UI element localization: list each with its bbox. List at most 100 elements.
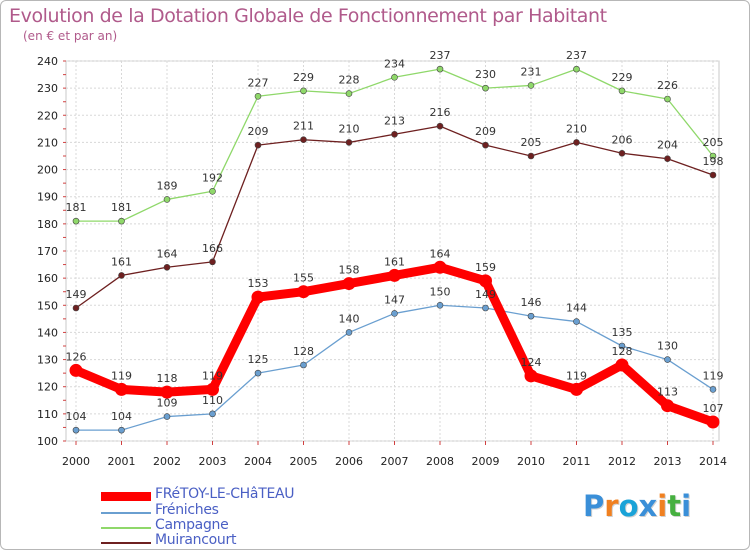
y-tick-label: 120	[37, 381, 58, 394]
data-label: 181	[66, 201, 87, 214]
data-point[interactable]	[254, 369, 262, 377]
data-point[interactable]	[342, 277, 356, 291]
data-point[interactable]	[118, 426, 125, 434]
data-point[interactable]	[391, 310, 398, 317]
data-point[interactable]	[297, 285, 310, 299]
data-point[interactable]	[664, 95, 671, 103]
data-point[interactable]	[527, 82, 535, 89]
data-point[interactable]	[160, 385, 174, 399]
data-point[interactable]	[573, 65, 580, 73]
data-point[interactable]	[706, 415, 720, 429]
legend-item-freniches[interactable]: Fréniches	[101, 502, 361, 520]
x-tick-label: 2002	[153, 455, 181, 468]
data-label: 130	[657, 340, 678, 353]
data-point[interactable]	[664, 155, 671, 163]
data-label: 206	[612, 133, 633, 146]
data-point[interactable]	[433, 260, 447, 274]
data-point[interactable]	[300, 87, 307, 95]
logo-letter: i	[657, 489, 668, 523]
y-tick-label: 200	[37, 164, 58, 177]
data-point[interactable]	[618, 149, 626, 157]
y-tick-label: 180	[37, 218, 58, 231]
data-point[interactable]	[209, 410, 216, 418]
data-label: 153	[248, 277, 269, 290]
legend-swatch-muirancourt	[101, 542, 151, 544]
data-point[interactable]	[709, 386, 717, 393]
data-label: 227	[248, 76, 269, 89]
data-point[interactable]	[570, 382, 583, 396]
legend-swatch-fretoy	[101, 492, 151, 501]
data-point[interactable]	[615, 358, 629, 372]
data-point[interactable]	[163, 196, 171, 203]
data-label: 104	[111, 410, 132, 423]
data-point[interactable]	[527, 312, 535, 320]
data-point[interactable]	[345, 90, 353, 97]
x-tick-label: 2001	[108, 455, 136, 468]
y-tick-label: 210	[37, 136, 58, 149]
x-tick-label: 2012	[608, 455, 636, 468]
data-label: 119	[566, 369, 587, 382]
proxiti-logo[interactable]: Proxiti	[583, 489, 691, 523]
data-label: 216	[430, 106, 451, 119]
data-point[interactable]	[118, 272, 125, 279]
legend-item-muirancourt[interactable]: Muirancourt	[101, 532, 361, 549]
data-point[interactable]	[527, 152, 535, 160]
data-point[interactable]	[254, 92, 262, 100]
x-tick-label: 2006	[335, 455, 363, 468]
data-point[interactable]	[391, 130, 398, 138]
data-point[interactable]	[345, 329, 353, 336]
data-label: 189	[157, 179, 178, 192]
data-point[interactable]	[388, 268, 401, 282]
data-point[interactable]	[209, 258, 216, 266]
data-point[interactable]	[115, 382, 128, 396]
data-point[interactable]	[345, 139, 353, 146]
data-point[interactable]	[163, 263, 171, 271]
data-point[interactable]	[163, 413, 171, 420]
data-point[interactable]	[618, 87, 626, 95]
data-point[interactable]	[524, 369, 538, 383]
data-point[interactable]	[391, 73, 398, 81]
data-point[interactable]	[72, 304, 80, 312]
data-point[interactable]	[482, 84, 489, 92]
data-point[interactable]	[254, 141, 262, 149]
data-label: 125	[248, 353, 269, 366]
data-label: 166	[202, 242, 223, 255]
data-point[interactable]	[573, 318, 580, 325]
y-tick-label: 110	[37, 408, 58, 421]
data-label: 211	[293, 120, 314, 133]
data-label: 229	[612, 71, 633, 84]
chart-title: Evolution de la Dotation Globale de Fonc…	[9, 5, 607, 27]
legend-item-campagne[interactable]: Campagne	[101, 517, 361, 535]
data-label: 164	[157, 247, 178, 260]
data-point[interactable]	[118, 217, 125, 225]
data-label: 237	[566, 49, 587, 62]
data-label: 205	[703, 136, 724, 149]
data-point[interactable]	[482, 304, 489, 312]
data-point[interactable]	[206, 382, 219, 396]
data-point[interactable]	[482, 141, 489, 149]
data-label: 192	[202, 171, 223, 184]
data-point[interactable]	[251, 290, 265, 304]
data-point[interactable]	[209, 187, 216, 195]
data-label: 119	[202, 369, 223, 382]
data-point[interactable]	[300, 136, 307, 144]
data-point[interactable]	[573, 139, 580, 146]
data-point[interactable]	[436, 65, 444, 73]
data-point[interactable]	[618, 342, 626, 350]
data-point[interactable]	[72, 217, 80, 225]
data-point[interactable]	[436, 301, 444, 309]
data-point[interactable]	[709, 152, 717, 160]
data-point[interactable]	[72, 426, 80, 434]
data-point[interactable]	[436, 122, 444, 130]
data-point[interactable]	[664, 356, 671, 363]
data-label: 209	[475, 125, 496, 138]
data-point[interactable]	[709, 171, 717, 179]
data-point[interactable]	[69, 363, 83, 377]
data-point[interactable]	[479, 274, 492, 288]
chart-subtitle: (en € et par an)	[23, 29, 118, 43]
x-tick-label: 2004	[244, 455, 272, 468]
legend-label-fretoy: FRéTOY-LE-CHâTEAU	[155, 486, 295, 502]
legend-item-fretoy[interactable]: FRéTOY-LE-CHâTEAU	[101, 486, 361, 504]
data-point[interactable]	[661, 399, 674, 413]
data-point[interactable]	[300, 361, 307, 369]
